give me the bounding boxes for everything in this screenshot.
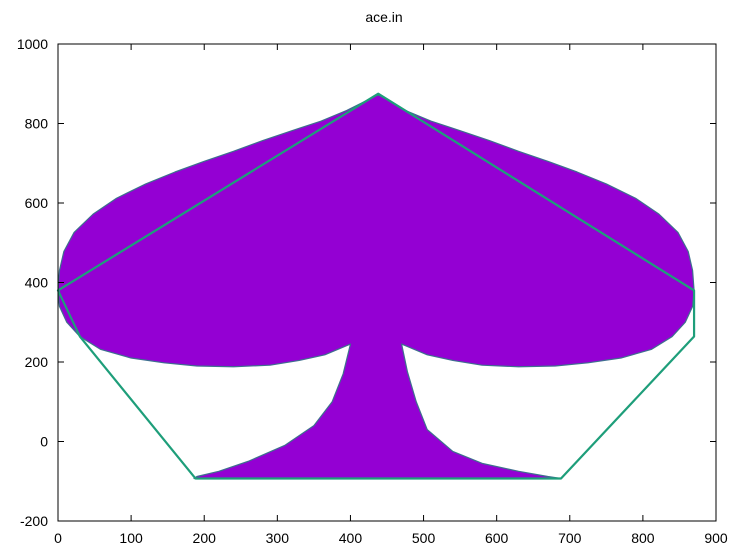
x-tick-label: 500 [412, 530, 436, 546]
x-tick-label: 700 [558, 530, 582, 546]
x-tick-label: 400 [339, 530, 363, 546]
y-tick-label: 0 [40, 434, 48, 450]
x-tick-label: 600 [485, 530, 509, 546]
x-tick-label: 0 [54, 530, 62, 546]
ticks-layer [57, 43, 717, 522]
y-tick-label: 1000 [17, 36, 48, 52]
x-tick-label: 200 [193, 530, 217, 546]
y-tick-label: 200 [25, 354, 49, 370]
y-tick-label: -200 [20, 513, 48, 529]
x-tick-label: 800 [631, 530, 655, 546]
x-tick-label: 100 [119, 530, 143, 546]
y-tick-label: 800 [25, 116, 49, 132]
y-tick-label: 600 [25, 195, 49, 211]
x-tick-label: 300 [266, 530, 290, 546]
chart-title: ace.in [365, 9, 402, 25]
spade-outline [56, 92, 696, 480]
y-tick-label: 400 [25, 275, 49, 291]
x-tick-label: 900 [704, 530, 728, 546]
plot-layer [56, 92, 696, 480]
labels-layer: 0 100 200 300 400 500 600 700 800 900 -200 0 200 400 6… [17, 36, 728, 546]
